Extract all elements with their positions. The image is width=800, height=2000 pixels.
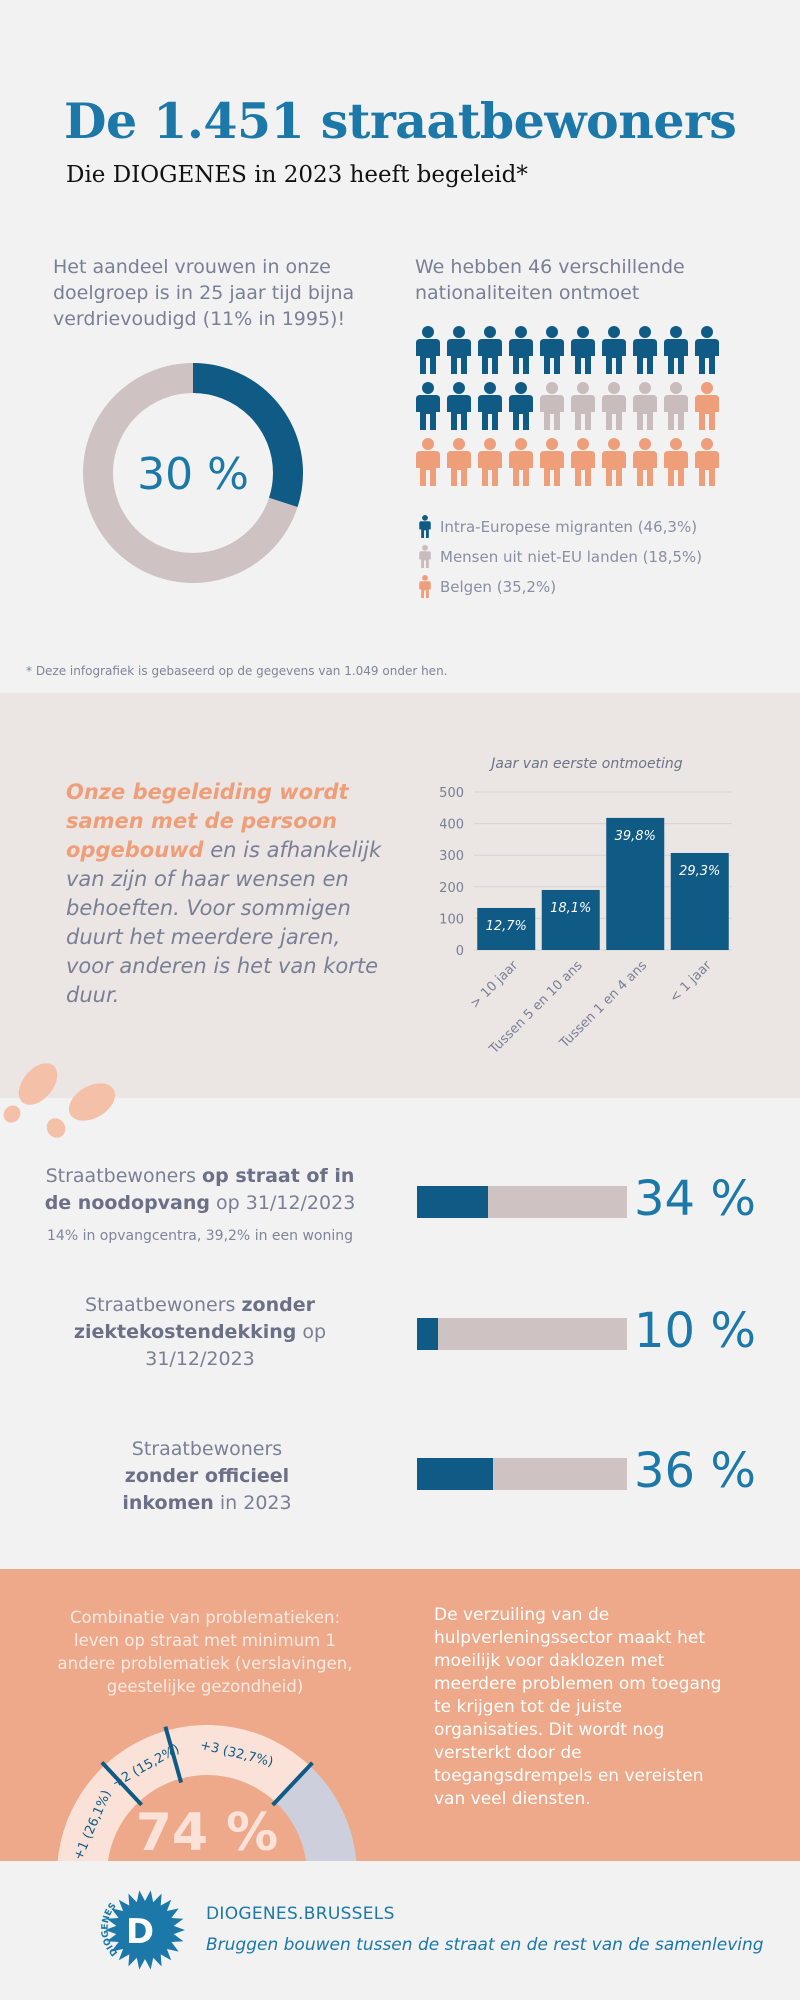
person-icon — [602, 438, 626, 486]
problems-arc — [57, 1725, 310, 1861]
stat-percent: 34 % — [634, 1171, 756, 1227]
person-icon — [478, 438, 502, 486]
person-icon — [509, 438, 533, 486]
legend-item-non-eu: Mensen uit niet-EU landen (18,5%) — [418, 542, 702, 572]
y-tick-label: 100 — [440, 912, 464, 927]
y-tick-label: 400 — [440, 818, 464, 833]
person-icon — [416, 326, 440, 374]
person-icon — [540, 382, 564, 430]
problems-semi-donut: +1 (26,1%)+2 (15,2%) +3 (32,7%) 74 % — [57, 1725, 357, 1861]
diogenes-logo: D DIOGENES — [101, 1890, 185, 1970]
x-tick-label: > 10 jaar — [468, 958, 522, 1012]
person-icon — [664, 438, 688, 486]
x-tick-label: < 1 jaar — [667, 958, 715, 1006]
legend-label: Mensen uit niet-EU landen (18,5%) — [440, 548, 702, 566]
person-icon — [695, 438, 719, 486]
person-icon — [509, 326, 533, 374]
bar — [477, 907, 536, 950]
segment-divider — [100, 1761, 143, 1807]
person-icon — [478, 382, 502, 430]
person-icon — [571, 438, 595, 486]
person-icon — [447, 438, 471, 486]
women-share-text: Het aandeel vrouwen in onze doelgroep is… — [53, 256, 355, 330]
footprints-icon — [3, 1063, 116, 1138]
person-icon — [633, 326, 657, 374]
stat-row-street: Straatbewoners op straat of in de noodop… — [40, 1163, 360, 1250]
segment-divider — [271, 1761, 314, 1807]
stat-row-insurance: Straatbewoners zonder ziektekostendekkin… — [73, 1294, 327, 1370]
approach-section — [0, 693, 800, 1098]
bar-data-label: 39,8% — [615, 829, 656, 844]
person-icon — [633, 382, 657, 430]
stat-progress-bar — [417, 1318, 627, 1350]
footer-tagline: Bruggen bouwen tussen de straat en de re… — [206, 1935, 764, 1955]
person-icon — [447, 326, 471, 374]
problems-arc-remaining — [275, 1765, 357, 1861]
person-icon — [633, 438, 657, 486]
person-icon — [540, 438, 564, 486]
nationalities-text: We hebben 46 verschillende nationaliteit… — [415, 256, 685, 304]
y-tick-label: 300 — [440, 849, 464, 864]
donut-percent-label: 30 % — [137, 449, 249, 500]
person-icon — [447, 382, 471, 430]
stat-row-income: Straatbewoners zonder officieel inkomen … — [122, 1438, 292, 1514]
person-icon — [602, 326, 626, 374]
person-icon — [602, 382, 626, 430]
stat-progress-fill — [417, 1186, 489, 1218]
website-link[interactable]: DIOGENES.BRUSSELS — [206, 1904, 395, 1924]
segment-divider — [163, 1726, 184, 1784]
people-pictogram — [416, 326, 719, 486]
bar — [670, 852, 729, 950]
person-icon — [540, 326, 564, 374]
bar — [541, 889, 600, 950]
stat-progress-fill — [417, 1318, 438, 1350]
stat-sub-text: 14% in opvangcentra, 39,2% in een woning — [47, 1228, 353, 1244]
chart-title: Jaar van eerste ontmoeting — [488, 756, 683, 772]
donut-fill — [83, 363, 303, 583]
verzuiling-text: De verzuiling van de hulpverleningssecto… — [434, 1605, 722, 1809]
nationalities-legend: Intra-Europese migranten (46,3%) Mensen … — [418, 512, 702, 602]
approach-highlight: Onze begeleiding wordt samen met de pers… — [66, 780, 349, 862]
legend-item-belgian: Belgen (35,2%) — [418, 572, 702, 602]
page-title: De 1.451 straatbewoners — [64, 92, 737, 150]
stat-percent: 36 % — [634, 1443, 756, 1499]
legend-label: Intra-Europese migranten (46,3%) — [440, 518, 698, 536]
person-icon — [509, 382, 533, 430]
problems-total-label: 74 % — [136, 1803, 279, 1861]
person-icon — [664, 382, 688, 430]
stat-progress-fill — [417, 1458, 493, 1490]
person-icon — [664, 326, 688, 374]
person-icon — [695, 326, 719, 374]
bar-data-label: 18,1% — [550, 901, 591, 916]
first-meeting-bar-chart: Jaar van eerste ontmoeting 0 100 200 300 400… — [440, 756, 732, 1058]
footnote: * Deze infografiek is gebaseerd op de ge… — [26, 664, 448, 678]
approach-rest: en is afhankelijk van zijn of haar wense… — [66, 838, 382, 1007]
person-icon — [419, 515, 431, 539]
y-tick-label: 500 — [440, 786, 464, 801]
problems-section — [0, 1569, 800, 1861]
person-icon — [416, 382, 440, 430]
stat-percent: 10 % — [634, 1303, 756, 1359]
bar-data-label: 12,7% — [486, 919, 527, 934]
person-icon — [571, 326, 595, 374]
logo-letter: D — [126, 1912, 154, 1952]
bar-data-label: 29,3% — [679, 864, 720, 879]
legend-label: Belgen (35,2%) — [440, 578, 557, 596]
person-icon — [416, 438, 440, 486]
legend-item-intra-eu: Intra-Europese migranten (46,3%) — [418, 512, 702, 542]
bar — [606, 817, 665, 950]
stat-progress-bar — [417, 1186, 627, 1218]
person-icon — [478, 326, 502, 374]
person-icon — [695, 382, 719, 430]
stat-progress-bar — [417, 1458, 627, 1490]
y-tick-label: 0 — [456, 944, 464, 959]
approach-text: Onze begeleiding wordt samen met de pers… — [66, 778, 386, 1010]
person-icon — [419, 545, 431, 569]
person-icon — [571, 382, 595, 430]
y-tick-label: 200 — [440, 881, 464, 896]
women-donut-chart: 30 % — [83, 363, 303, 583]
person-icon — [419, 575, 431, 599]
problems-text: Combinatie van problematieken: leven op … — [57, 1608, 353, 1696]
page-subtitle: Die DIOGENES in 2023 heeft begeleid* — [66, 162, 528, 188]
